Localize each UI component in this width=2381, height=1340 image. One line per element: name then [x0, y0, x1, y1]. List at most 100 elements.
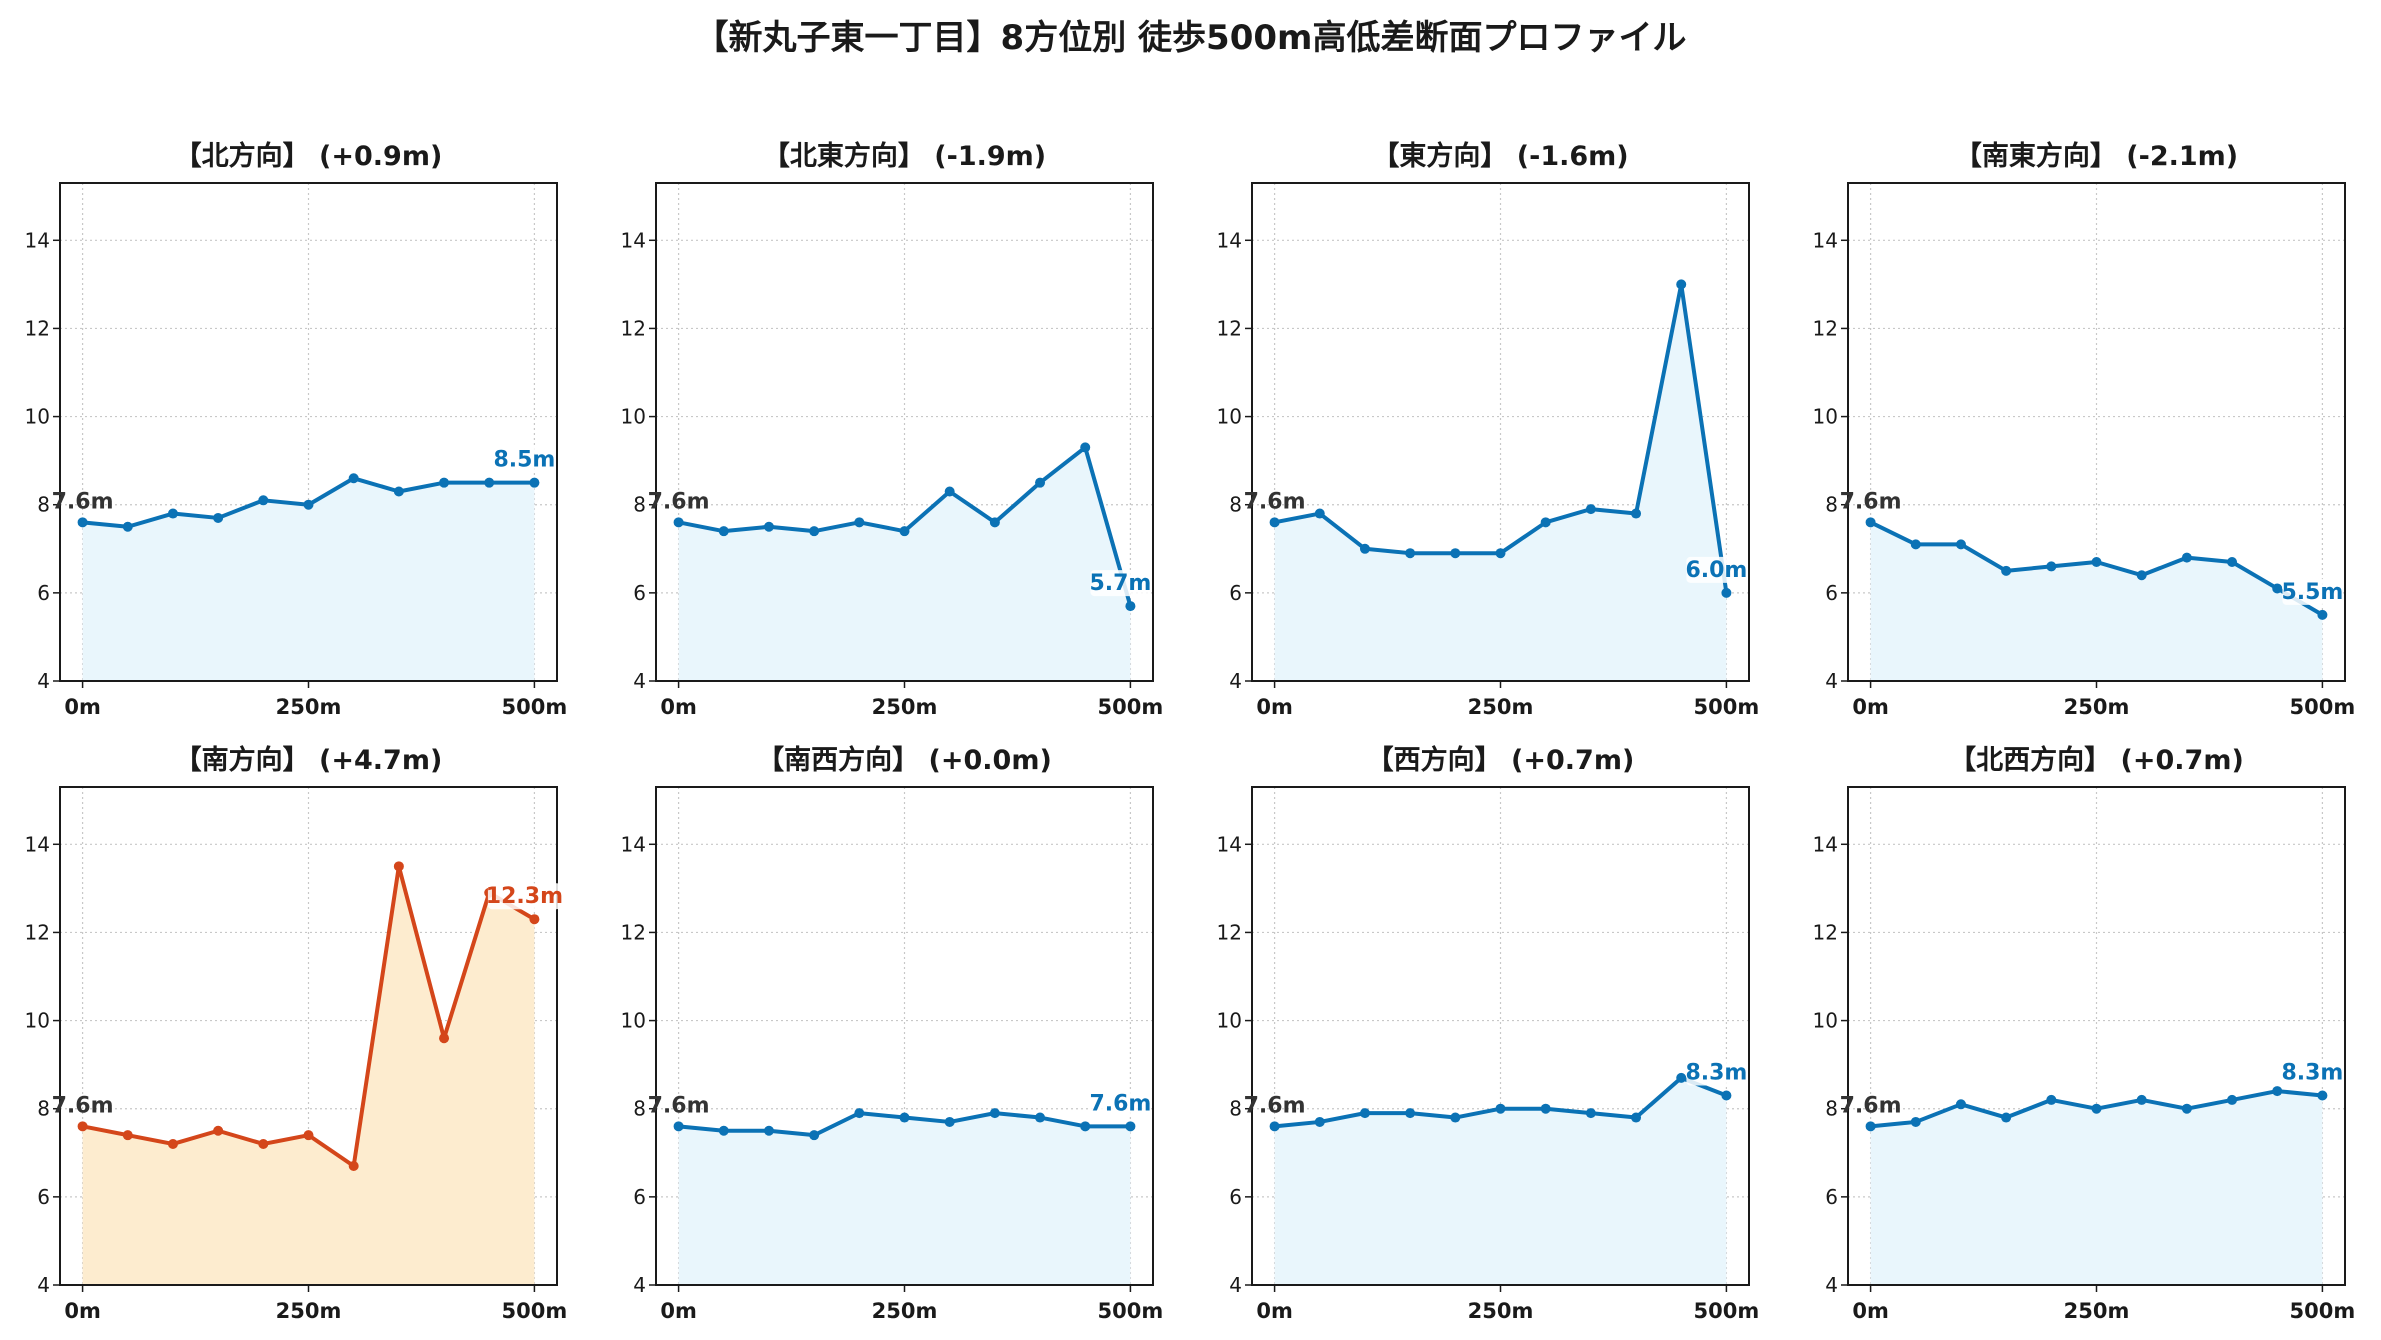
panel-3: 【東方向】 (-1.6m) 4 6 8 10 12 14 0m 250m 500m 7.6m 6.0m — [1217, 140, 1760, 719]
y-tick-label: 12 — [621, 920, 646, 944]
x-tick-label: 500m — [1694, 1299, 1760, 1323]
data-point — [809, 526, 820, 537]
panel-8: 【北西方向】 (+0.7m) 4 6 8 10 12 14 0m 250m 500m 7.6m 8.3… — [1813, 744, 2356, 1323]
data-point — [899, 1112, 910, 1123]
data-point — [2136, 1094, 2147, 1105]
y-tick-label: 6 — [37, 581, 50, 605]
x-tick-label: 250m — [1468, 695, 1534, 719]
data-point — [258, 495, 269, 506]
y-tick-label: 6 — [1229, 581, 1242, 605]
y-tick-label: 6 — [633, 581, 646, 605]
x-tick-label: 500m — [1098, 695, 1164, 719]
data-point — [439, 477, 450, 488]
data-point — [167, 508, 178, 519]
y-tick-label: 6 — [37, 1185, 50, 1209]
end-value-label: 8.3m — [2281, 1060, 2343, 1085]
panel-title: 【南西方向】 (+0.0m) — [757, 744, 1052, 776]
data-point — [2181, 1103, 2192, 1114]
end-label-bg — [2282, 1059, 2343, 1086]
y-tick-label: 8 — [1825, 493, 1838, 517]
y-tick-label: 10 — [621, 1009, 646, 1033]
y-tick-label: 6 — [1229, 1185, 1242, 1209]
y-tick-label: 4 — [37, 669, 50, 693]
end-value-label: 8.3m — [1685, 1060, 1747, 1085]
x-tick-label: 500m — [1694, 695, 1760, 719]
end-value-label: 12.3m — [486, 884, 563, 909]
y-tick-label: 8 — [1229, 1097, 1242, 1121]
data-point — [1540, 1103, 1551, 1114]
data-point — [529, 477, 540, 488]
data-point — [1269, 1121, 1280, 1132]
panel-title: 【南方向】 (+4.7m) — [175, 744, 443, 776]
y-tick-label: 8 — [633, 493, 646, 517]
data-point — [1359, 543, 1370, 554]
x-tick-label: 0m — [660, 1299, 697, 1323]
data-point — [1035, 1112, 1046, 1123]
panel-title: 【東方向】 (-1.6m) — [1372, 140, 1628, 172]
data-point — [1721, 587, 1732, 598]
x-tick-label: 500m — [502, 1299, 568, 1323]
data-point — [1865, 517, 1876, 528]
x-tick-label: 250m — [2064, 1299, 2130, 1323]
area-fill — [1870, 1091, 2323, 1285]
y-tick-label: 4 — [1825, 669, 1838, 693]
panel-1: 【北方向】 (+0.9m) 4 6 8 10 12 14 0m 250m 500m 7.6m 8.5m — [25, 140, 568, 719]
x-tick-label: 250m — [276, 695, 342, 719]
x-tick-label: 0m — [64, 1299, 101, 1323]
y-tick-label: 4 — [633, 1273, 646, 1297]
start-value-label: 7.6m — [1840, 1093, 1902, 1118]
data-point — [763, 521, 774, 532]
y-tick-label: 10 — [1813, 1009, 1838, 1033]
y-tick-label: 4 — [633, 669, 646, 693]
y-tick-label: 8 — [37, 1097, 50, 1121]
y-tick-label: 4 — [1229, 1273, 1242, 1297]
y-tick-label: 10 — [25, 405, 50, 429]
data-point — [167, 1138, 178, 1149]
data-point — [2317, 1090, 2328, 1101]
data-point — [2001, 565, 2012, 576]
y-tick-label: 10 — [1217, 1009, 1242, 1033]
x-tick-label: 250m — [872, 1299, 938, 1323]
end-label-bg — [494, 446, 555, 473]
x-tick-label: 500m — [2290, 1299, 2356, 1323]
x-tick-label: 0m — [1852, 695, 1889, 719]
data-point — [718, 1125, 729, 1136]
data-point — [122, 521, 133, 532]
data-point — [1955, 1099, 1966, 1110]
x-tick-label: 250m — [1468, 1299, 1534, 1323]
data-point — [1405, 548, 1416, 559]
panel-title: 【西方向】 (+0.7m) — [1367, 744, 1635, 776]
x-tick-label: 0m — [1852, 1299, 1889, 1323]
data-point — [1125, 601, 1136, 612]
data-point — [1721, 1090, 1732, 1101]
y-tick-label: 14 — [621, 228, 646, 252]
data-point — [1631, 1112, 1642, 1123]
y-tick-label: 6 — [1825, 581, 1838, 605]
y-tick-label: 14 — [1813, 228, 1838, 252]
data-point — [854, 1108, 865, 1119]
area-fill — [678, 447, 1131, 681]
end-value-label: 7.6m — [1089, 1091, 1151, 1116]
data-point — [303, 499, 314, 510]
data-point — [1676, 279, 1687, 290]
data-point — [1495, 548, 1506, 559]
data-point — [989, 517, 1000, 528]
data-point — [763, 1125, 774, 1136]
data-point — [2272, 1086, 2283, 1097]
data-point — [2136, 570, 2147, 581]
data-point — [854, 517, 865, 528]
end-label-bg — [1686, 1059, 1747, 1086]
y-tick-label: 14 — [25, 832, 50, 856]
x-tick-label: 250m — [276, 1299, 342, 1323]
data-point — [77, 517, 88, 528]
data-point — [1631, 508, 1642, 519]
data-point — [944, 486, 955, 497]
data-point — [1585, 504, 1596, 515]
data-point — [2091, 1103, 2102, 1114]
x-tick-label: 500m — [2290, 695, 2356, 719]
data-point — [1865, 1121, 1876, 1132]
start-value-label: 7.6m — [648, 1093, 710, 1118]
data-point — [2181, 552, 2192, 563]
area-fill — [82, 866, 535, 1285]
start-value-label: 7.6m — [1244, 489, 1306, 514]
